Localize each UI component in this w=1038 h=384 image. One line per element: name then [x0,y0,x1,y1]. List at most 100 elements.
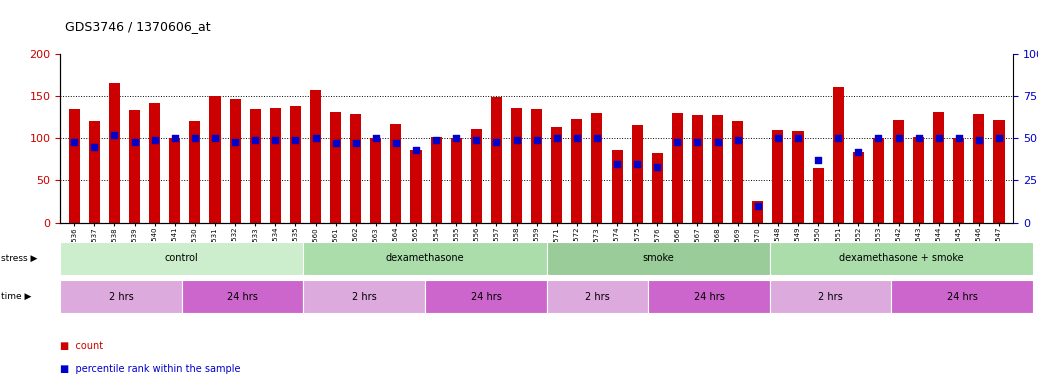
Text: 2 hrs: 2 hrs [585,291,610,302]
Point [106,132,122,138]
Bar [60,280,182,313]
Bar [182,280,303,313]
Bar [652,152,663,223]
Text: ■  percentile rank within the sample: ■ percentile rank within the sample [60,364,241,374]
Point [348,140,364,146]
Bar [511,108,522,223]
Bar [732,121,743,223]
Point [629,161,646,167]
Point [569,135,585,141]
Bar [792,131,803,223]
Bar [410,150,421,223]
Text: 24 hrs: 24 hrs [227,291,258,302]
Point [288,137,304,143]
Bar [129,109,140,223]
Point [509,137,525,143]
Point [971,137,987,143]
Bar [753,201,763,223]
Bar [648,280,770,313]
Bar [547,242,770,275]
Text: GDS3746 / 1370606_at: GDS3746 / 1370606_at [65,20,211,33]
Text: 24 hrs: 24 hrs [947,291,978,302]
Text: 2 hrs: 2 hrs [109,291,134,302]
Bar [69,109,80,223]
Point [488,139,504,145]
Text: dexamethasone + smoke: dexamethasone + smoke [840,253,964,263]
Point [670,139,686,145]
Point [66,139,83,145]
Text: 24 hrs: 24 hrs [470,291,501,302]
Bar [303,280,426,313]
Point [951,135,967,141]
Bar [770,242,1034,275]
Bar [149,103,160,223]
Bar [89,121,100,223]
Bar [210,96,220,223]
Point [187,135,203,141]
Text: 24 hrs: 24 hrs [693,291,725,302]
Bar [813,168,823,223]
Bar [303,242,547,275]
Bar [913,137,924,223]
Bar [770,280,892,313]
Point [267,137,283,143]
Bar [431,137,441,223]
Point [428,137,444,143]
Bar [892,280,1034,313]
Text: ■  count: ■ count [60,341,104,351]
Point [327,140,344,146]
Bar [632,125,643,223]
Point [448,135,465,141]
Bar [270,108,281,223]
Text: stress ▶: stress ▶ [1,254,37,263]
Text: time ▶: time ▶ [1,292,31,301]
Point [870,135,886,141]
Bar [547,280,648,313]
Bar [371,138,381,223]
Point [850,149,867,155]
Point [891,135,907,141]
Bar [229,99,241,223]
Point [830,135,847,141]
Bar [290,106,301,223]
Bar [672,113,683,223]
Bar [873,138,884,223]
Point [810,157,826,163]
Point [990,135,1007,141]
Bar [426,280,547,313]
Bar [531,109,542,223]
Text: 2 hrs: 2 hrs [352,291,377,302]
Bar [692,116,703,223]
Point [709,139,726,145]
Bar [189,121,200,223]
Point [749,203,766,209]
Point [226,139,243,145]
Bar [169,138,181,223]
Bar [592,113,602,223]
Bar [832,87,844,223]
Bar [853,152,864,223]
Point [790,135,807,141]
Bar [350,114,361,223]
Point [146,137,163,143]
Bar [471,129,482,223]
Point [930,135,947,141]
Point [589,135,605,141]
Text: smoke: smoke [643,253,674,263]
Bar [109,83,120,223]
Point [387,140,404,146]
Bar [250,109,261,223]
Bar [450,138,462,223]
Bar [571,119,582,223]
Bar [933,112,945,223]
Bar [953,138,964,223]
Point [910,135,927,141]
Text: control: control [165,253,198,263]
Point [307,135,324,141]
Bar [611,150,623,223]
Point [548,135,565,141]
Point [127,139,143,145]
Bar [993,120,1005,223]
Text: dexamethasone: dexamethasone [386,253,464,263]
Point [608,161,625,167]
